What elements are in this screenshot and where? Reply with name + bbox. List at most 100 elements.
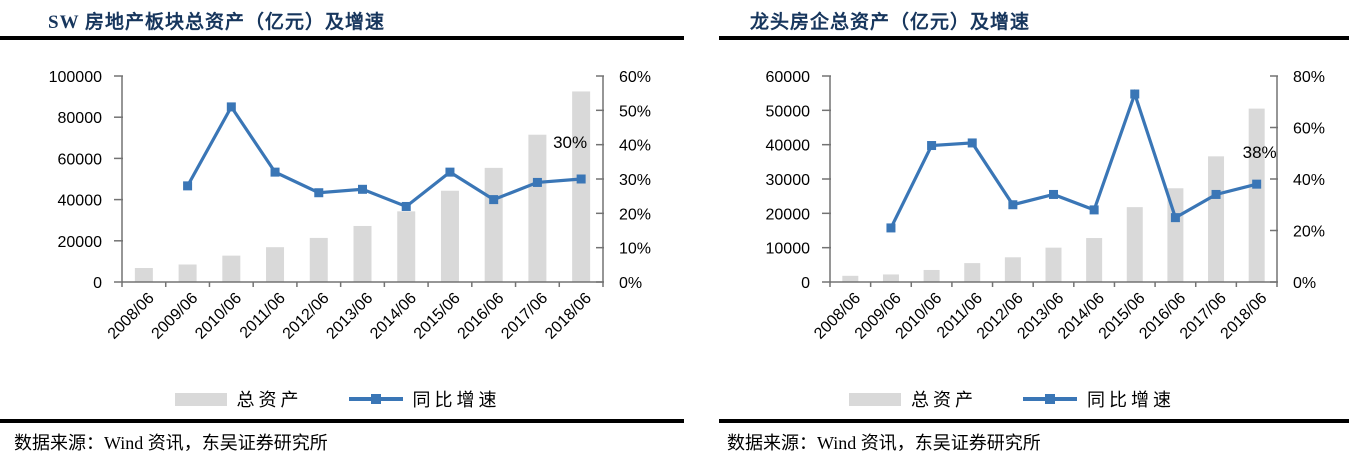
- left-source-note: 数据来源：Wind 资讯，东吴证券研究所: [14, 433, 328, 453]
- right-chart-title: 龙头房企总资产（亿元）及增速: [750, 12, 1031, 33]
- line-swatch-icon: [348, 394, 403, 404]
- left-axis-label: 40000: [766, 138, 811, 155]
- x-axis-label: 2015/06: [411, 290, 464, 343]
- line-marker-icon: [886, 223, 896, 233]
- bar-swatch-icon: [849, 392, 901, 406]
- x-axis-label: 2009/06: [148, 290, 201, 343]
- legend-item-yoy-growth: 同比增速: [1023, 386, 1175, 412]
- left-axis-label: 80000: [58, 110, 103, 127]
- bar-2018/06: [572, 91, 591, 282]
- left-axis-label: 0: [801, 275, 810, 292]
- right-axis-label: 40%: [619, 138, 651, 155]
- line-marker-icon: [270, 167, 280, 177]
- bar-2018/06: [1248, 108, 1265, 282]
- data-label-annotation: 30%: [553, 133, 587, 152]
- bar-2008/06: [134, 267, 153, 282]
- bar-2014/06: [397, 211, 416, 282]
- bar-2014/06: [1086, 238, 1103, 282]
- left-chart-legend: 总资产 同比增速: [0, 384, 675, 414]
- bar-2009/06: [882, 274, 899, 282]
- left-axis-label: 30000: [766, 172, 811, 189]
- line-marker-icon: [1211, 189, 1221, 199]
- left-axis-label: 100000: [49, 69, 102, 86]
- x-axis-label: 2010/06: [192, 290, 245, 343]
- left-chart-canvas: 0 20000 40000 60000 80000 100000 0% 10% 20% 30% 40…: [49, 69, 651, 343]
- bar-2016/06: [484, 167, 503, 282]
- left-axis-label: 40000: [58, 193, 103, 210]
- right-axis-label: 60%: [619, 69, 651, 86]
- right-source-note: 数据来源：Wind 资讯，东吴证券研究所: [727, 433, 1041, 453]
- bar-2010/06: [222, 255, 241, 282]
- line-marker-icon: [370, 394, 381, 404]
- line-marker-icon: [445, 167, 455, 177]
- bar-2013/06: [353, 225, 372, 282]
- title-divider-right: [719, 36, 1349, 40]
- line-marker-icon: [1049, 189, 1058, 199]
- bar-2015/06: [1126, 207, 1143, 282]
- legend-label-total-assets: 总资产: [236, 390, 303, 410]
- right-chart-canvas: 0 10000 20000 30000 40000 50000 60000 0% 20% 40% 6…: [766, 69, 1326, 343]
- right-axis-label: 10%: [619, 241, 651, 258]
- x-axis-label: 2016/06: [455, 290, 508, 343]
- yoy-growth-line: [889, 89, 1258, 229]
- x-axis-label: 2017/06: [498, 290, 551, 343]
- legend-item-yoy-growth: 同比增速: [348, 386, 501, 412]
- x-axis-label: 2012/06: [280, 290, 333, 343]
- left-axis-label: 10000: [766, 241, 811, 258]
- line-marker-icon: [1252, 179, 1262, 189]
- line-marker-icon: [532, 177, 542, 187]
- x-axis-label: 2014/06: [367, 290, 420, 343]
- bar-2011/06: [964, 263, 981, 282]
- x-axis-label: 2018/06: [542, 290, 595, 343]
- line-swatch-icon: [1023, 394, 1077, 404]
- legend-item-total-assets: 总资产: [174, 386, 303, 412]
- line-marker-icon: [1130, 89, 1140, 99]
- bar-2010/06: [923, 269, 940, 282]
- right-axis-label: 80%: [1293, 69, 1325, 86]
- source-divider-left: [0, 419, 684, 423]
- bar-2015/06: [440, 190, 459, 282]
- right-axis-label: 20%: [619, 206, 651, 223]
- line-marker-icon: [401, 201, 411, 211]
- bar-2017/06: [528, 134, 547, 282]
- left-axis-label: 20000: [766, 206, 811, 223]
- line-marker-icon: [183, 181, 193, 191]
- bar-2013/06: [1045, 247, 1062, 282]
- line-marker-icon: [489, 195, 499, 205]
- left-axis-label: 50000: [766, 103, 811, 120]
- right-axis-label: 0%: [1293, 275, 1316, 292]
- line-marker-icon: [1045, 394, 1055, 404]
- legend-label-total-assets: 总资产: [911, 390, 977, 410]
- left-axis-label: 20000: [58, 234, 103, 251]
- legend-label-yoy-growth: 同比增速: [1087, 390, 1175, 410]
- yoy-growth-line: [186, 103, 582, 209]
- right-axis-label: 40%: [1293, 172, 1325, 189]
- left-axis-label: 0: [93, 275, 102, 292]
- line-marker-icon: [1089, 205, 1099, 215]
- line-marker-icon: [576, 174, 586, 184]
- bar-2009/06: [178, 264, 197, 282]
- line-marker-icon: [967, 138, 977, 148]
- bar-2012/06: [1004, 257, 1021, 282]
- bar-2008/06: [842, 275, 859, 282]
- legend-item-total-assets: 总资产: [849, 386, 977, 412]
- right-axis-label: 50%: [619, 103, 651, 120]
- source-divider-right: [719, 419, 1349, 423]
- line-marker-icon: [1008, 200, 1018, 210]
- left-chart-title: SW 房地产板块总资产（亿元）及增速: [48, 12, 385, 33]
- right-chart-panel: 龙头房企总资产（亿元）及增速 0 10000 20000 30000 40000 5000…: [675, 0, 1349, 461]
- left-axis-label: 60000: [58, 151, 103, 168]
- bar-2016/06: [1167, 188, 1184, 282]
- data-label-annotation: 38%: [1243, 143, 1277, 162]
- bar-2012/06: [309, 237, 328, 282]
- left-chart-panel: SW 房地产板块总资产（亿元）及增速 0 20000 40000 60000 80000…: [0, 12, 675, 453]
- legend-label-yoy-growth: 同比增速: [412, 390, 501, 410]
- line-marker-icon: [314, 188, 324, 198]
- line-marker-icon: [927, 141, 937, 151]
- bar-2017/06: [1208, 156, 1225, 282]
- right-axis-label: 60%: [1293, 121, 1325, 138]
- right-axis-label: 20%: [1293, 224, 1325, 241]
- title-divider-left: [0, 36, 684, 40]
- right-axis-label: 30%: [619, 172, 651, 189]
- bar-swatch-icon: [174, 392, 227, 406]
